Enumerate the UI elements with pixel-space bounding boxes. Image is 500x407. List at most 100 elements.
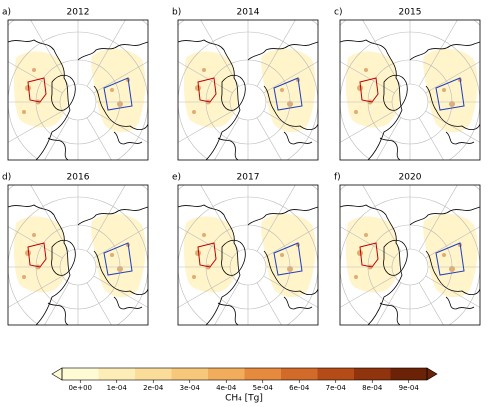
region-siberia [103,77,133,111]
graticule [362,20,402,87]
coastline [51,239,76,276]
colorbar-tick-label: 1e-04 [107,384,128,392]
graticule [263,61,318,94]
panel-frame [339,19,481,161]
emission-spot [25,250,31,256]
graticule [256,282,282,325]
emission-spot [354,110,358,114]
colorbar-tick-label: 8e-04 [362,384,383,392]
coastline [217,137,239,160]
colorbar-segment [135,368,172,380]
land-shading [345,51,401,128]
region-canada [27,77,47,103]
colorbar-tick-label: 7e-04 [326,384,347,392]
graticule [340,61,395,94]
colorbar-segment [244,368,282,380]
map-panel [7,184,149,326]
emission-spot [280,88,284,92]
emission-spot [442,253,446,257]
graticule [86,185,126,252]
coastline [178,204,241,325]
graticule [418,185,458,252]
graticule [256,20,296,87]
coastline [425,85,480,130]
map-content [178,185,318,325]
coastline [47,137,69,160]
graticule [263,226,318,259]
graticule [340,226,395,259]
graticule [214,282,240,325]
graticule [178,275,233,308]
graticule [30,20,70,87]
colorbar-tick-label: 5e-04 [253,384,274,392]
map-panel [177,19,319,161]
region-canada [197,242,217,268]
map-content [178,20,318,160]
coastline [77,206,148,226]
coastline [263,85,318,130]
panel-title: 2017 [237,173,260,183]
graticule [418,117,444,160]
coastline [221,74,246,111]
graticule [8,226,63,259]
graticule [418,20,458,87]
coastline [8,204,71,325]
graticule [86,282,112,325]
graticule [86,20,126,87]
coastline [113,296,143,310]
land-shading [183,216,239,293]
graticule [93,61,148,94]
colorbar-label: CH₄ [Tg] [225,394,263,404]
graticule [376,282,402,325]
coastline [283,131,313,145]
region-siberia [435,77,465,111]
coastline [93,85,148,130]
panel-label: d) [2,173,11,183]
coastline [178,39,241,160]
emission-spot [192,110,196,114]
panel-label: c) [334,8,342,18]
panel-frame [177,19,319,161]
colorbar-tick-label: 4e-04 [216,384,237,392]
emission-spot [195,85,201,91]
coastline [263,250,318,295]
colorbar-tick-label: 3e-04 [180,384,201,392]
coastline [340,39,403,160]
graticule [425,226,480,259]
region-canada [359,77,379,103]
graticule [256,185,296,252]
coastline [383,239,408,276]
coastline [113,131,143,145]
graticule [30,185,70,252]
coastline [247,206,318,226]
colorbar-extend [51,367,63,381]
colorbar-frame [61,367,428,381]
coastline [409,41,480,61]
panel-title: 2016 [67,173,90,183]
colorbar-tick-label: 9e-04 [399,384,420,392]
graticule [376,117,402,160]
graticule [8,110,63,143]
region-canada [197,77,217,103]
colorbar-segment [62,368,99,380]
colorbar-segment [317,368,355,380]
emission-spot [192,275,196,279]
graticule [340,110,395,143]
map-content [8,20,148,160]
land-shading [183,51,239,128]
region-siberia [103,242,133,276]
coastline [445,131,475,145]
region-canada [359,242,379,268]
emission-spot [442,88,446,92]
coastline [93,250,148,295]
graticule [86,117,112,160]
emission-spot [202,68,206,72]
panel-label: f) [334,173,341,183]
panel-label: e) [172,173,181,183]
colorbar-segment [98,368,136,380]
graticule [200,20,240,87]
colorbar-extend [426,367,438,381]
panel-frame [339,184,481,326]
colorbar-tick-label: 2e-04 [143,384,164,392]
